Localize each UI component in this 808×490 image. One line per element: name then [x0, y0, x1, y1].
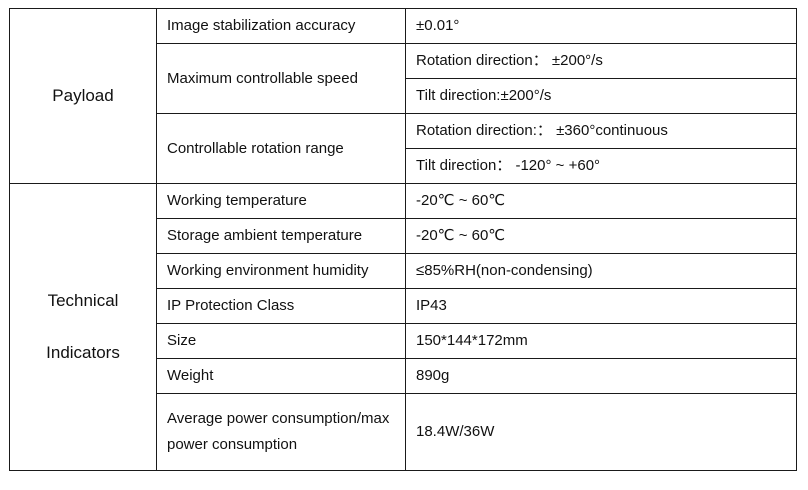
spec-value: 150*144*172mm: [405, 323, 797, 359]
spec-table: Payload Image stabilization accuracy ±0.…: [9, 8, 797, 471]
spec-value: 18.4W/36W: [405, 393, 797, 471]
spec-value: -20℃ ~ 60℃: [405, 183, 797, 219]
table-row: Weight 890g: [10, 358, 797, 394]
spec-value: 890g: [405, 358, 797, 394]
spec-value: -20℃ ~ 60℃: [405, 218, 797, 254]
table-row: Technical Indicators Working temperature…: [9, 183, 797, 471]
spec-name: Weight: [156, 358, 406, 394]
spec-name: Image stabilization accuracy: [156, 8, 406, 44]
spec-value: Rotation direction： ±200°/s: [405, 43, 797, 79]
table-row: IP Protection Class IP43: [10, 288, 797, 324]
spec-value: ±0.01°: [405, 8, 797, 44]
spec-name: Working temperature: [156, 183, 406, 219]
table-row: Maximum controllable speed Rotation dire…: [10, 43, 797, 114]
table-row: Controllable rotation range Rotation dir…: [10, 113, 797, 184]
spec-value: Tilt direction： -120° ~ +60°: [405, 148, 797, 184]
table-row: Size 150*144*172mm: [10, 323, 797, 359]
category-payload: Payload: [9, 8, 157, 184]
table-row: Storage ambient temperature -20℃ ~ 60℃: [10, 218, 797, 254]
spec-name: Maximum controllable speed: [156, 43, 406, 114]
spec-name: Working environment humidity: [156, 253, 406, 289]
spec-value: Rotation direction:： ±360°continuous: [405, 113, 797, 149]
table-row: Working environment humidity ≤85%RH(non-…: [10, 253, 797, 289]
spec-name: IP Protection Class: [156, 288, 406, 324]
spec-name: Size: [156, 323, 406, 359]
table-row: Payload Image stabilization accuracy ±0.…: [9, 8, 797, 184]
category-label: Technical: [47, 291, 119, 310]
category-technical-indicators: Technical Indicators: [9, 183, 157, 471]
spec-name: Controllable rotation range: [156, 113, 406, 184]
table-row: Average power consumption/max power cons…: [10, 393, 797, 471]
spec-value: ≤85%RH(non-condensing): [405, 253, 797, 289]
table-row: Tilt direction： -120° ~ +60°: [10, 148, 797, 184]
spec-value: IP43: [405, 288, 797, 324]
spec-name: Average power consumption/max power cons…: [156, 393, 406, 471]
spec-name: Storage ambient temperature: [156, 218, 406, 254]
spec-value: Tilt direction:±200°/s: [405, 78, 797, 114]
category-label: Payload: [52, 86, 114, 105]
category-label: Indicators: [46, 343, 120, 362]
